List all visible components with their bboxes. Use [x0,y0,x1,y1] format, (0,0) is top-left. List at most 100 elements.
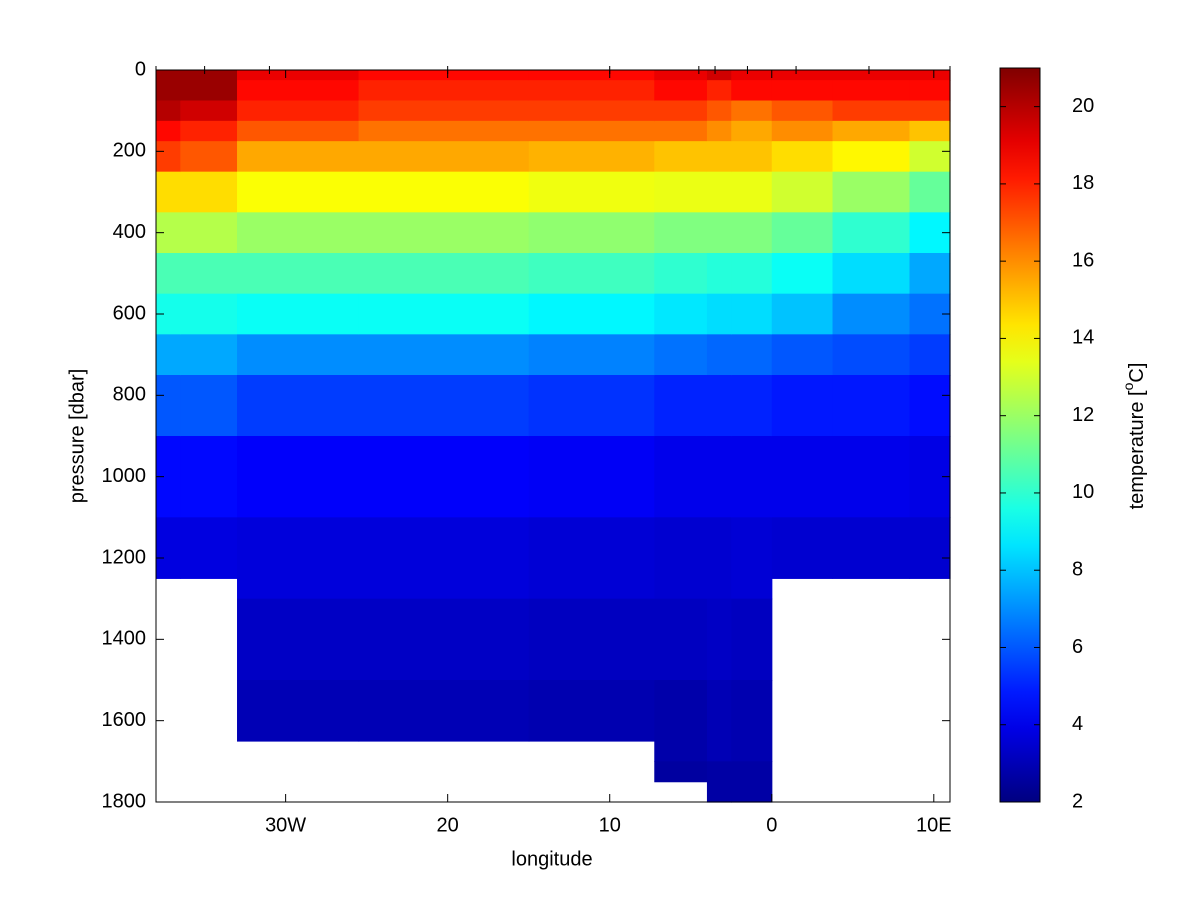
contour-cell [528,436,655,518]
contour-cell [180,436,238,518]
contour-cell [654,100,708,122]
contour-cell [832,375,911,437]
contour-cell [832,253,911,295]
contour-cell [731,761,773,803]
y-tick-label: 400 [113,221,146,243]
contour-cell [706,293,732,335]
contour-cell [358,100,530,122]
contour-cell [771,70,834,81]
contour-field [156,70,951,803]
colorbar-tick-label: 18 [1072,172,1094,194]
contour-cell [731,171,773,213]
contour-cell [237,253,360,295]
contour-cell [771,141,834,173]
colorbar-label: temperature [oC] [1120,363,1149,510]
contour-cell [731,517,773,600]
contour-cell [237,100,360,122]
contour-cell [528,171,655,213]
contour-cell [358,680,530,742]
y-tick-label: 1000 [102,465,147,487]
contour-cell [237,517,360,600]
contour-cell [180,171,238,213]
y-tick-label: 200 [113,140,146,162]
contour-cell [156,334,181,376]
contour-cell [909,141,951,173]
contour-cell [832,293,911,335]
contour-cell [358,212,530,254]
contour-cell [156,141,181,173]
contour-cell [771,334,834,376]
contour-cell [731,120,773,142]
colorbar-tick-label: 10 [1072,481,1094,503]
contour-cell [731,212,773,254]
contour-cell [358,253,530,295]
contour-cell [654,517,708,600]
contour-cell [528,120,655,142]
contour-cell [180,80,238,102]
contour-cell [654,120,708,142]
contour-cell [832,141,911,173]
contour-cell [731,100,773,122]
contour-cell [731,253,773,295]
contour-cell [528,680,655,742]
contour-cell [706,80,732,102]
plot-frame [155,69,951,803]
contour-cell [180,120,238,142]
y-axis-label: pressure [dbar] [66,369,88,504]
contour-cell [832,334,911,376]
contour-cell [528,141,655,173]
contour-cell [237,171,360,213]
x-tick-label: 10E [916,814,952,836]
contour-cell [237,120,360,142]
contour-cell [237,293,360,335]
contour-cell [731,334,773,376]
contour-cell [528,334,655,376]
contour-cell [909,171,951,213]
contour-cell [156,171,181,213]
contour-cell [706,141,732,173]
contour-cell [180,100,238,122]
colorbar-tick-label: 14 [1072,327,1094,349]
contour-cell [654,141,708,173]
contour-cell [180,70,238,81]
contour-cell [731,598,773,681]
x-tick-label: 30W [265,814,306,836]
contour-cell [237,680,360,742]
colorbar-label-part: temperature [ [1126,390,1148,509]
x-axis-label: longitude [511,848,592,870]
y-tick-label: 1800 [102,790,147,812]
contour-cell [156,517,181,579]
contour-cell [654,375,708,437]
contour-cell [654,334,708,376]
contour-cell [156,253,181,295]
contour-cell [528,253,655,295]
contour-cell [832,171,911,213]
contour-cell [237,70,360,81]
contour-cell [654,70,708,81]
contour-cell [237,212,360,254]
contour-cell [156,120,181,142]
contour-cell [156,100,181,122]
colorbar-label-sup: o [1120,382,1136,390]
contour-cell [832,120,911,142]
contour-cell [832,517,911,579]
y-tick-label: 600 [113,302,146,324]
contour-cell [731,375,773,437]
contour-cell [156,80,181,102]
colorbar-tick-label: 16 [1072,249,1094,271]
contour-cell [237,80,360,102]
contour-cell [528,375,655,437]
contour-cell [731,141,773,173]
contour-cell [909,120,951,142]
contour-cell [771,100,834,122]
contour-cell [156,70,181,81]
contour-cell [358,517,530,600]
contour-cell [706,436,732,518]
contour-cell [180,293,238,335]
contour-cell [731,293,773,335]
contour-cell [706,761,732,803]
contour-cell [706,598,732,681]
contour-cell [731,80,773,102]
contour-cell [771,293,834,335]
contour-cell [771,120,834,142]
